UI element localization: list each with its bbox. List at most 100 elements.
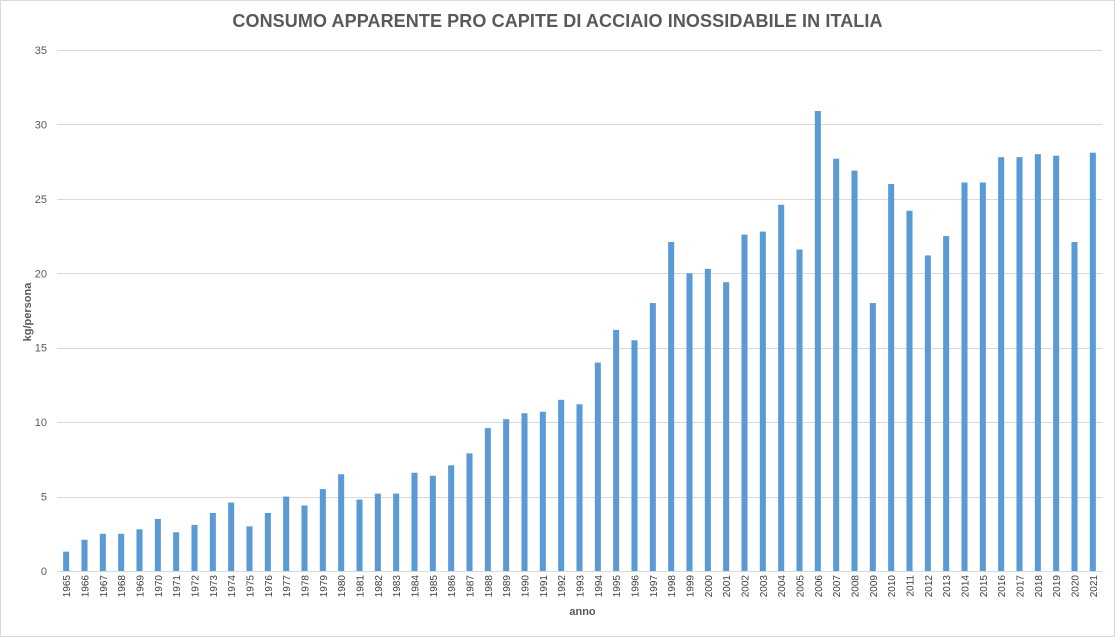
x-tick-label: 1981 <box>356 575 367 598</box>
bar <box>814 111 821 571</box>
x-tick-label: 2008 <box>851 575 862 598</box>
x-tick-label: 2015 <box>979 575 990 598</box>
x-tick-label: 1987 <box>466 575 477 598</box>
x-tick-label: 1982 <box>374 575 385 598</box>
x-tick-label: 1992 <box>557 575 568 598</box>
x-tick-label: 2007 <box>832 575 843 598</box>
bar <box>741 234 748 571</box>
x-tick-label: 1997 <box>649 575 660 598</box>
x-tick-label: 1965 <box>62 575 73 598</box>
bar <box>81 539 88 571</box>
y-axis-ticks: 0 5 10 15 20 25 30 35 <box>35 45 47 578</box>
x-tick-label: 1994 <box>594 575 605 598</box>
x-tick-label: 1972 <box>191 575 202 598</box>
x-tick-label: 2002 <box>741 575 752 598</box>
bar <box>943 236 950 572</box>
bar <box>796 249 803 571</box>
bar <box>906 210 913 571</box>
bar <box>503 419 510 571</box>
y-tick-label: 30 <box>35 119 47 131</box>
x-tick-label: 1998 <box>667 575 678 598</box>
y-tick-label: 0 <box>41 566 47 578</box>
bar <box>631 340 638 571</box>
bar <box>686 273 693 571</box>
bar <box>668 242 675 572</box>
bar <box>521 413 528 571</box>
x-tick-label: 2003 <box>759 575 770 598</box>
x-tick-label: 2009 <box>869 575 880 598</box>
x-tick-label: 2020 <box>1071 575 1082 598</box>
bar <box>558 399 565 571</box>
x-tick-label: 2016 <box>997 575 1008 598</box>
bar <box>319 489 326 571</box>
y-axis-label: kg/persona <box>22 282 34 342</box>
x-tick-label: 1973 <box>209 575 220 598</box>
x-tick-label: 1968 <box>117 575 128 598</box>
x-tick-label: 1966 <box>81 575 92 598</box>
bar <box>411 472 418 571</box>
x-tick-label: 1991 <box>539 575 550 598</box>
y-tick-label: 10 <box>35 417 47 429</box>
bar <box>136 529 143 571</box>
x-tick-label: 1996 <box>631 575 642 598</box>
bar <box>1034 154 1041 571</box>
x-tick-label: 2000 <box>704 575 715 598</box>
bar <box>466 453 473 571</box>
x-tick-label: 1979 <box>319 575 330 598</box>
bar <box>429 475 436 571</box>
x-tick-label: 1993 <box>576 575 587 598</box>
x-tick-label: 1974 <box>227 575 238 598</box>
x-tick-label: 2014 <box>961 575 972 598</box>
y-tick-label: 35 <box>35 45 47 57</box>
bar <box>869 303 876 571</box>
x-tick-label: 1999 <box>686 575 697 598</box>
bar <box>191 524 198 571</box>
bar <box>246 526 253 571</box>
x-tick-label: 1980 <box>337 575 348 598</box>
x-tick-label: 1971 <box>172 575 183 598</box>
bar <box>356 499 363 571</box>
bar <box>63 551 70 571</box>
bar <box>301 505 308 571</box>
bar <box>539 411 546 571</box>
x-tick-label: 2011 <box>906 575 917 597</box>
bar <box>264 512 271 571</box>
x-tick-label: 2001 <box>722 575 733 598</box>
x-tick-label: 1986 <box>447 575 458 598</box>
bar <box>154 518 161 571</box>
x-tick-label: 2019 <box>1052 575 1063 598</box>
bar <box>998 157 1005 572</box>
bar <box>613 329 620 571</box>
x-tick-label: 2021 <box>1089 575 1100 598</box>
x-tick-label: 2012 <box>924 575 935 598</box>
x-tick-label: 1967 <box>99 575 110 598</box>
bar <box>961 182 968 572</box>
x-tick-label: 2004 <box>777 575 788 598</box>
bar <box>209 512 216 571</box>
bar <box>888 183 895 571</box>
bar <box>723 282 730 571</box>
y-tick-label: 20 <box>35 268 47 280</box>
bar <box>594 362 601 571</box>
bar <box>338 474 345 571</box>
bar <box>851 170 858 571</box>
bar <box>228 502 235 571</box>
y-tick-label: 15 <box>35 343 47 355</box>
bar <box>173 532 180 571</box>
x-axis-ticks: 1965 1966 1967 1968 1969 1970 1971 1972 1973 1974… <box>62 575 1100 598</box>
bar <box>484 428 491 571</box>
x-tick-label: 1978 <box>301 575 312 598</box>
x-tick-label: 2005 <box>796 575 807 598</box>
bar <box>1071 242 1078 572</box>
x-tick-label: 1985 <box>429 575 440 598</box>
chart-title: CONSUMO APPARENTE PRO CAPITE DI ACCIAIO … <box>232 11 883 31</box>
bar <box>759 231 766 571</box>
bars <box>63 111 1096 572</box>
x-tick-label: 1990 <box>521 575 532 598</box>
bar <box>649 303 656 571</box>
x-tick-label: 1988 <box>484 575 495 598</box>
x-tick-label: 1969 <box>136 575 147 598</box>
x-tick-label: 1976 <box>264 575 275 598</box>
bar <box>1089 152 1096 571</box>
